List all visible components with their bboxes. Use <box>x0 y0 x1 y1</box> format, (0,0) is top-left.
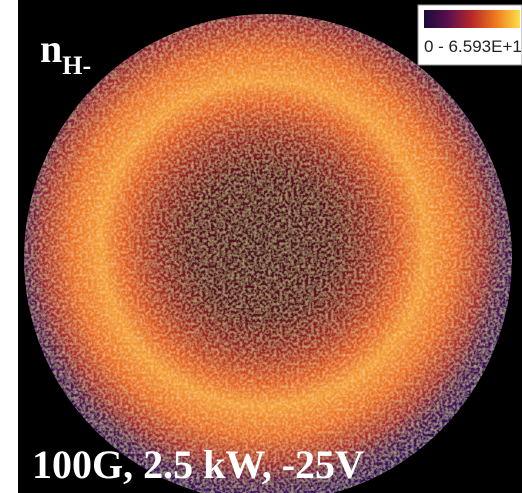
colorbar-range: 0 - 6.593E+1 <box>424 37 522 56</box>
quantity-label: nH- <box>40 26 91 80</box>
caption: 100G, 2.5 kW, -25V <box>32 442 364 487</box>
colorbar: 0 - 6.593E+1 <box>417 4 522 66</box>
density-map <box>24 14 512 493</box>
quantity-subscript: H- <box>62 51 91 80</box>
quantity-symbol: n <box>40 26 62 71</box>
colorbar-gradient <box>424 10 520 28</box>
